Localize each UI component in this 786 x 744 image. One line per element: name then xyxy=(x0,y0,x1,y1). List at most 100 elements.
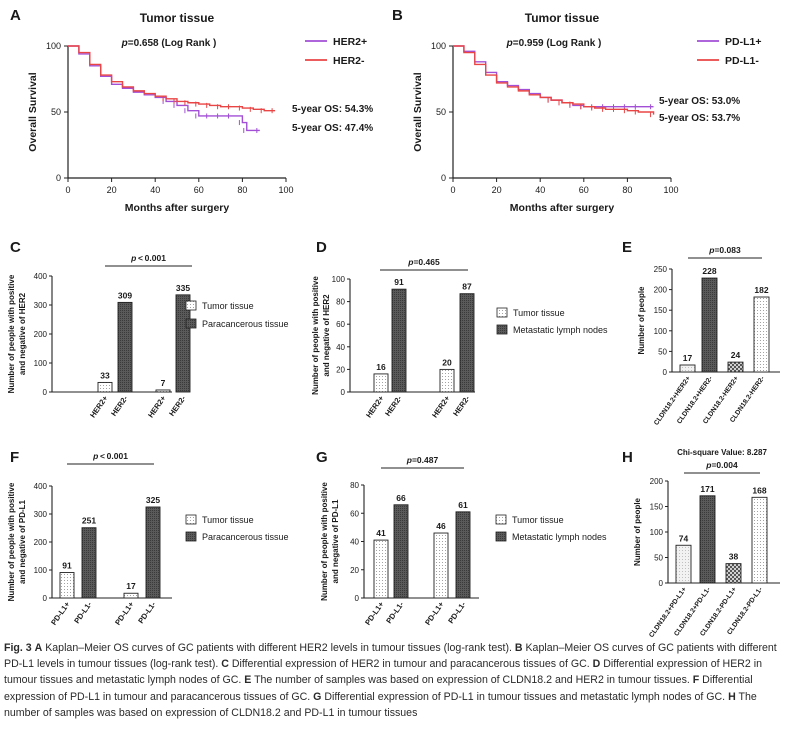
bar-value-label: 41 xyxy=(376,528,386,538)
bar-value-label: 182 xyxy=(754,285,768,295)
y-tick-label: 200 xyxy=(34,330,48,339)
y-axis-label: Number of people with positive xyxy=(7,482,16,601)
y-tick-label: 0 xyxy=(659,579,664,588)
x-tick-label: PD-L1+ xyxy=(113,600,136,627)
y-tick-label: 100 xyxy=(654,327,668,336)
panel-letter: E xyxy=(622,239,632,256)
km-curve-PD-L1+ xyxy=(453,45,654,108)
p-text: < 0.001 xyxy=(136,253,166,263)
bar xyxy=(155,389,171,393)
bar xyxy=(393,504,409,599)
y-tick-label: 250 xyxy=(654,265,668,274)
bar xyxy=(727,361,744,373)
p-text: =0.959 (Log Rank ) xyxy=(513,38,602,49)
y-axis-label: Number of people xyxy=(637,286,646,355)
x-tick-label: PD-L1+ xyxy=(363,600,386,627)
km-curve-HER2- xyxy=(68,45,276,112)
legend-label: PD-L1+ xyxy=(725,36,761,48)
os-annotation: 5-year OS: 54.3% xyxy=(292,104,373,115)
p-value: p=0.004 xyxy=(705,460,738,470)
y-tick-label: 50 xyxy=(436,107,446,117)
y-axis-label: and negative of PD-L1 xyxy=(331,499,340,584)
y-tick-label: 0 xyxy=(341,388,346,397)
legend-label: Tumor tissue xyxy=(512,515,564,525)
bar xyxy=(117,301,133,393)
bar-value-label: 17 xyxy=(126,581,136,591)
legend-label: Tumor tissue xyxy=(202,515,254,525)
panel-letter: C xyxy=(10,239,21,256)
y-tick-label: 60 xyxy=(350,509,359,518)
x-tick-label: HER2+ xyxy=(146,394,168,420)
caption-text: Differential expression of PD-L1 in tumo… xyxy=(321,690,729,703)
panel-e: E 0 50 100 150 200 250 Number of people 17 CLDN18… xyxy=(622,239,780,427)
panel-b: B Tumor tissue p=0.959 (Log Rank ) 0 20 40 60 8… xyxy=(392,7,761,214)
bar xyxy=(459,293,475,393)
p-symbol: p xyxy=(407,257,413,267)
bar-value-label: 335 xyxy=(176,283,190,293)
y-tick-label: 60 xyxy=(336,320,345,329)
panel-letter: G xyxy=(316,449,328,466)
p-value: p=0.487 xyxy=(406,455,439,465)
bar xyxy=(97,381,113,393)
panel-title: Tumor tissue xyxy=(140,11,215,25)
bar xyxy=(373,373,389,393)
km-curve-PD-L1- xyxy=(453,45,655,115)
p-value: p=0.658 (Log Rank ) xyxy=(121,38,217,49)
caption-panel-letter: F xyxy=(692,674,700,687)
bar-value-label: 228 xyxy=(702,266,716,276)
os-annotation: 5-year OS: 47.4% xyxy=(292,123,373,134)
x-tick-label: PD-L1+ xyxy=(423,600,446,627)
panel-letter: D xyxy=(316,239,327,256)
panel-letter: H xyxy=(622,449,633,466)
caption-panel-letter: B xyxy=(514,642,523,654)
y-tick-label: 0 xyxy=(56,173,61,183)
legend-label: Paracancerous tissue xyxy=(202,319,289,329)
caption-text: Differential expression of HER2 in tumou… xyxy=(4,658,762,687)
bar xyxy=(725,563,742,584)
y-tick-label: 20 xyxy=(350,566,359,575)
x-tick-label: 40 xyxy=(150,185,160,195)
x-tick-label: 80 xyxy=(622,185,632,195)
x-tick-label: 0 xyxy=(450,185,455,195)
legend-label: Tumor tissue xyxy=(513,308,565,318)
bar-value-label: 33 xyxy=(100,370,110,380)
os-annotation: 5-year OS: 53.7% xyxy=(659,113,740,124)
p-text: =0.004 xyxy=(711,460,738,470)
panel-letter: F xyxy=(10,449,19,466)
caption-panel-letter: G xyxy=(313,690,322,703)
caption-text: Kaplan–Meier OS curves of GC patients wi… xyxy=(42,642,515,654)
caption-panel-letter: C xyxy=(221,658,229,671)
panel-c: C 0 100 200 300 400 Number of people with posi… xyxy=(7,239,289,419)
panel-letter: B xyxy=(392,7,403,24)
bar-value-label: 24 xyxy=(731,350,741,360)
p-symbol: p xyxy=(130,253,136,263)
x-tick-label: HER2- xyxy=(451,394,472,418)
bar xyxy=(753,296,770,373)
chi-square-annotation: Chi-square Value: 8.287 xyxy=(677,448,767,457)
x-tick-label: HER2+ xyxy=(88,394,110,420)
x-tick-label: 20 xyxy=(107,185,117,195)
y-tick-label: 200 xyxy=(650,477,664,486)
x-tick-label: PD-L1- xyxy=(136,600,158,626)
p-text: =0.465 xyxy=(413,257,440,267)
bar xyxy=(751,496,768,584)
panel-g: G 0 20 40 60 80 Number of people with positive… xyxy=(316,449,607,627)
legend-swatch xyxy=(496,307,508,318)
y-tick-label: 100 xyxy=(332,275,346,284)
os-annotation: 5-year OS: 53.0% xyxy=(659,96,740,107)
y-axis-label: Overall Survival xyxy=(412,72,424,151)
panel-f: F 0 100 200 300 400 Number of people with posi… xyxy=(7,449,289,627)
p-symbol: p xyxy=(705,460,711,470)
bar-value-label: 17 xyxy=(683,353,693,363)
y-tick-label: 300 xyxy=(34,301,48,310)
bar-value-label: 61 xyxy=(458,500,468,510)
x-axis-label: Months after surgery xyxy=(125,202,230,214)
x-tick-label: PD-L1- xyxy=(384,600,406,626)
y-axis-label: and negative of HER2 xyxy=(322,294,331,377)
p-text: < 0.001 xyxy=(98,451,128,461)
y-tick-label: 20 xyxy=(336,365,345,374)
p-value: p < 0.001 xyxy=(130,253,166,263)
bar-value-label: 171 xyxy=(700,484,714,494)
bar-value-label: 91 xyxy=(394,277,404,287)
legend-swatch xyxy=(185,531,197,542)
